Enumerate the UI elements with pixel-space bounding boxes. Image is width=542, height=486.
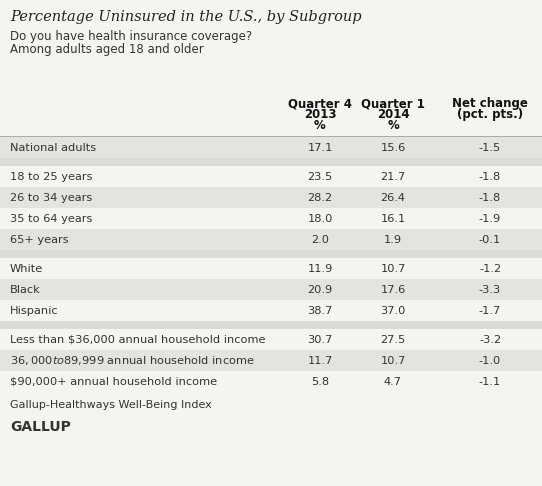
Text: Gallup-Healthways Well-Being Index: Gallup-Healthways Well-Being Index: [10, 400, 212, 410]
Bar: [0, 350, 542, 371]
Text: -1.5: -1.5: [479, 142, 501, 153]
Text: 10.7: 10.7: [380, 355, 406, 365]
Text: -1.7: -1.7: [479, 306, 501, 315]
Text: 26.4: 26.4: [380, 192, 405, 203]
Text: 26 to 34 years: 26 to 34 years: [10, 192, 92, 203]
Text: 18 to 25 years: 18 to 25 years: [10, 172, 93, 181]
Text: 10.7: 10.7: [380, 263, 406, 274]
Text: 15.6: 15.6: [380, 142, 405, 153]
Text: -1.2: -1.2: [479, 263, 501, 274]
Text: -1.8: -1.8: [479, 192, 501, 203]
Text: 27.5: 27.5: [380, 334, 405, 345]
Text: Quarter 4: Quarter 4: [288, 97, 352, 110]
Text: Percentage Uninsured in the U.S., by Subgroup: Percentage Uninsured in the U.S., by Sub…: [10, 10, 362, 24]
Bar: [0, 229, 542, 250]
Text: Do you have health insurance coverage?: Do you have health insurance coverage?: [10, 30, 252, 43]
Bar: [0, 258, 542, 279]
Bar: [0, 137, 542, 158]
Text: 2.0: 2.0: [311, 235, 329, 244]
Text: -1.9: -1.9: [479, 213, 501, 224]
Text: 28.2: 28.2: [307, 192, 333, 203]
Text: %: %: [314, 119, 326, 132]
Text: -1.1: -1.1: [479, 377, 501, 386]
Bar: [0, 250, 542, 258]
Text: -1.0: -1.0: [479, 355, 501, 365]
Text: 17.1: 17.1: [307, 142, 333, 153]
Bar: [0, 187, 542, 208]
Text: Among adults aged 18 and older: Among adults aged 18 and older: [10, 43, 204, 56]
Text: GALLUP: GALLUP: [10, 420, 71, 434]
Text: 4.7: 4.7: [384, 377, 402, 386]
Text: -3.3: -3.3: [479, 284, 501, 295]
Text: 17.6: 17.6: [380, 284, 405, 295]
Bar: [0, 208, 542, 229]
Text: 23.5: 23.5: [307, 172, 333, 181]
Text: Hispanic: Hispanic: [10, 306, 59, 315]
Text: Black: Black: [10, 284, 41, 295]
Text: 5.8: 5.8: [311, 377, 329, 386]
Bar: [0, 158, 542, 166]
Text: -1.8: -1.8: [479, 172, 501, 181]
Text: $90,000+ annual household income: $90,000+ annual household income: [10, 377, 217, 386]
Text: 2013: 2013: [304, 108, 336, 121]
Text: -3.2: -3.2: [479, 334, 501, 345]
Text: (pct. pts.): (pct. pts.): [457, 108, 523, 121]
Text: 18.0: 18.0: [307, 213, 333, 224]
Text: 38.7: 38.7: [307, 306, 333, 315]
Text: %: %: [387, 119, 399, 132]
Text: 30.7: 30.7: [307, 334, 333, 345]
Text: 65+ years: 65+ years: [10, 235, 69, 244]
Text: 16.1: 16.1: [380, 213, 405, 224]
Text: Net change: Net change: [452, 97, 528, 110]
Text: 11.9: 11.9: [307, 263, 333, 274]
Text: 37.0: 37.0: [380, 306, 406, 315]
Text: White: White: [10, 263, 43, 274]
Text: Quarter 1: Quarter 1: [361, 97, 425, 110]
Text: Less than $36,000 annual household income: Less than $36,000 annual household incom…: [10, 334, 266, 345]
Text: -0.1: -0.1: [479, 235, 501, 244]
Text: 2014: 2014: [377, 108, 409, 121]
Text: 21.7: 21.7: [380, 172, 405, 181]
Bar: [0, 329, 542, 350]
Text: $36,000 to $89,999 annual household income: $36,000 to $89,999 annual household inco…: [10, 354, 255, 367]
Text: 35 to 64 years: 35 to 64 years: [10, 213, 92, 224]
Text: National adults: National adults: [10, 142, 96, 153]
Bar: [0, 371, 542, 392]
Bar: [0, 300, 542, 321]
Text: 11.7: 11.7: [307, 355, 333, 365]
Text: 20.9: 20.9: [307, 284, 333, 295]
Bar: [0, 166, 542, 187]
Bar: [0, 279, 542, 300]
Text: 1.9: 1.9: [384, 235, 402, 244]
Bar: [0, 321, 542, 329]
